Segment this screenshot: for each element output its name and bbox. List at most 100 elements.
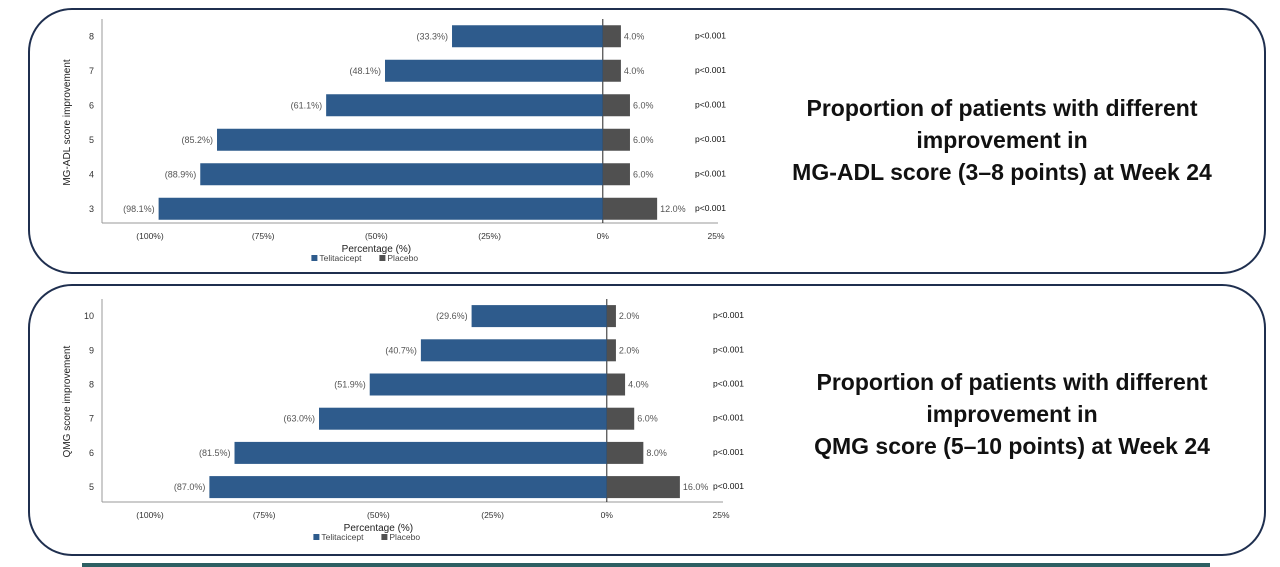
qmg-legend-telitacicept-label: Telitacicept [321,532,364,542]
mg-adl-x-axis-label: Percentage (%) [342,244,411,255]
qmg-p-value: p<0.001 [713,379,744,389]
qmg-p-value: p<0.001 [713,481,744,491]
mg-adl-telitacicept-bar [217,128,603,151]
qmg-p-value: p<0.001 [713,344,744,354]
mg-adl-title-line-2: improvement in [916,127,1088,153]
qmg-placebo-label: 16.0% [683,482,709,492]
qmg-telitacicept-label: (29.6%) [436,311,468,321]
mg-adl-p-value: p<0.001 [695,99,726,109]
qmg-telitacicept-label: (87.0%) [174,482,206,492]
qmg-title-line-2: improvement in [926,401,1098,427]
mg-adl-y-tick-label: 7 [89,66,94,76]
qmg-telitacicept-label: (81.5%) [199,448,231,458]
qmg-placebo-label: 6.0% [637,414,658,424]
qmg-telitacicept-bar [209,476,607,499]
mg-adl-panel-title: Proportion of patients with different im… [742,92,1262,188]
mg-adl-telitacicept-label: (33.3%) [417,31,449,41]
qmg-y-tick-label: 5 [89,482,94,492]
qmg-telitacicept-label: (63.0%) [284,414,316,424]
qmg-p-value: p<0.001 [713,447,744,457]
mg-adl-telitacicept-bar [158,197,603,220]
mg-adl-telitacicept-bar [326,94,603,117]
qmg-y-tick-label: 6 [89,448,94,458]
mg-adl-y-tick-label: 4 [89,169,94,179]
mg-adl-p-value: p<0.001 [695,203,726,213]
mg-adl-placebo-bar [602,163,630,186]
qmg-telitacicept-label: (51.9%) [334,380,366,390]
mg-adl-placebo-label: 6.0% [633,135,654,145]
mg-adl-title-line-1: Proportion of patients with different [806,95,1198,121]
mg-adl-p-value: p<0.001 [695,30,726,40]
mg-adl-placebo-bar [602,128,630,151]
qmg-title-line-3: QMG score (5–10 points) at Week 24 [814,433,1210,459]
footer-strip [82,563,1210,567]
mg-adl-x-tick-label: (50%) [365,231,388,241]
mg-adl-telitacicept-label: (61.1%) [291,100,323,110]
mg-adl-y-tick-label: 6 [89,100,94,110]
mg-adl-x-tick-label: (25%) [478,231,501,241]
qmg-telitacicept-bar [319,407,607,430]
qmg-placebo-label: 8.0% [646,448,667,458]
qmg-placebo-bar [606,373,626,396]
mg-adl-y-tick-label: 8 [89,31,94,41]
mg-adl-placebo-label: 4.0% [624,31,645,41]
qmg-legend-telitacicept-swatch [313,534,320,540]
qmg-x-axis-label: Percentage (%) [344,523,413,534]
qmg-y-tick-label: 7 [89,414,94,424]
mg-adl-x-tick-label: (75%) [252,231,275,241]
mg-adl-x-tick-label: 25% [707,231,724,241]
qmg-telitacicept-label: (40.7%) [385,345,417,355]
qmg-telitacicept-bar [234,441,607,464]
mg-adl-y-tick-label: 5 [89,135,94,145]
mg-adl-placebo-bar [602,94,630,117]
qmg-y-tick-label: 10 [84,311,94,321]
mg-adl-legend-telitacicept-swatch [311,255,318,261]
mg-adl-placebo-bar [602,197,658,220]
mg-adl-legend-placebo-label: Placebo [387,253,418,263]
mg-adl-p-value: p<0.001 [695,65,726,75]
mg-adl-x-tick-label: 0% [597,231,610,241]
qmg-x-tick-label: 25% [712,510,729,520]
mg-adl-legend-placebo-swatch [379,255,386,261]
qmg-title-line-1: Proportion of patients with different [816,369,1208,395]
qmg-x-tick-label: (25%) [481,510,504,520]
qmg-placebo-label: 4.0% [628,380,649,390]
qmg-x-tick-label: (75%) [253,510,276,520]
mg-adl-title-line-3: MG-ADL score (3–8 points) at Week 24 [792,159,1212,185]
qmg-telitacicept-bar [471,305,607,328]
mg-adl-p-value: p<0.001 [695,134,726,144]
qmg-telitacicept-bar [420,339,607,362]
mg-adl-panel: 8 (33.3%) 4.0% p<0.001 7 (48.1%) 4.0% p<0.001 6 (… [28,8,1266,274]
qmg-placebo-bar [606,339,616,362]
mg-adl-placebo-bar [602,59,621,82]
qmg-x-tick-label: (50%) [367,510,390,520]
mg-adl-y-tick-label: 3 [89,204,94,214]
mg-adl-telitacicept-bar [452,25,603,48]
mg-adl-telitacicept-label: (48.1%) [349,66,381,76]
mg-adl-telitacicept-label: (98.1%) [123,204,155,214]
mg-adl-telitacicept-bar [200,163,603,186]
qmg-panel: 10 (29.6%) 2.0% p<0.001 9 (40.7%) 2.0% p<0.001 8… [28,284,1266,556]
qmg-y-tick-label: 8 [89,380,94,390]
mg-adl-placebo-bar [602,25,621,48]
qmg-panel-title: Proportion of patients with different im… [762,366,1262,462]
qmg-legend-placebo-swatch [381,534,388,540]
qmg-placebo-bar [606,407,635,430]
mg-adl-placebo-label: 4.0% [624,66,645,76]
mg-adl-legend-telitacicept-label: Telitacicept [319,253,362,263]
qmg-placebo-bar [606,441,644,464]
qmg-p-value: p<0.001 [713,413,744,423]
qmg-placebo-bar [606,305,616,328]
mg-adl-telitacicept-label: (85.2%) [181,135,213,145]
qmg-y-tick-label: 9 [89,345,94,355]
qmg-x-tick-label: 0% [601,510,614,520]
mg-adl-placebo-label: 12.0% [660,204,686,214]
mg-adl-telitacicept-label: (88.9%) [165,169,197,179]
qmg-placebo-bar [606,476,680,499]
qmg-telitacicept-bar [369,373,607,396]
qmg-p-value: p<0.001 [713,310,744,320]
mg-adl-p-value: p<0.001 [695,168,726,178]
qmg-chart: 10 (29.6%) 2.0% p<0.001 9 (40.7%) 2.0% p<0.001 8… [62,299,744,542]
mg-adl-x-tick-label: (100%) [136,231,164,241]
mg-adl-placebo-label: 6.0% [633,169,654,179]
